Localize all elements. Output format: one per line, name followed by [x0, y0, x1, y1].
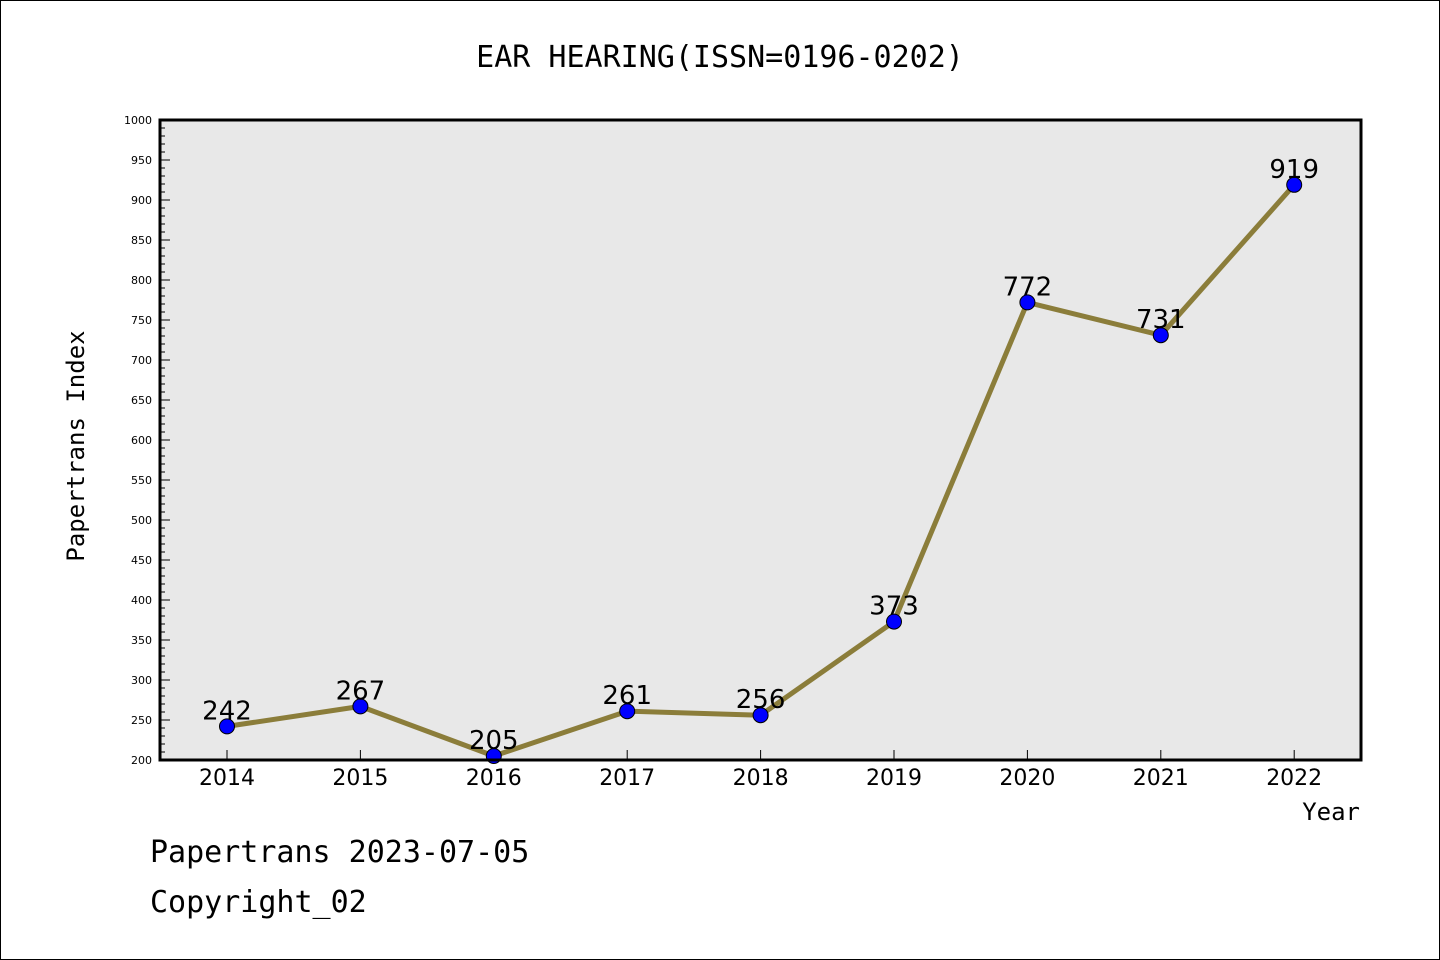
y-tick-label: 750 [131, 314, 152, 327]
x-tick-label: 2021 [1133, 766, 1189, 791]
data-label: 919 [1269, 155, 1319, 185]
y-tick-label: 800 [131, 274, 152, 287]
data-point [1019, 294, 1036, 311]
data-labels: 242 267 205 261 256 373 772 731 919 [202, 155, 1319, 756]
y-tick-label: 850 [131, 234, 152, 247]
y-tick-label: 900 [131, 194, 152, 207]
chart-title: EAR HEARING(ISSN=0196-0202) [476, 40, 964, 75]
y-tick-label: 550 [131, 474, 152, 487]
y-tick-label: 250 [131, 714, 152, 727]
y-tick-label: 300 [131, 674, 152, 687]
data-point [752, 707, 769, 724]
data-label: 267 [336, 676, 386, 706]
data-label: 373 [869, 592, 919, 622]
plot-border [158, 118, 1363, 762]
x-tick-label: 2015 [332, 766, 388, 791]
y-tick-label: 500 [131, 514, 152, 527]
y-tick-label: 200 [131, 754, 152, 767]
data-label: 205 [469, 726, 519, 756]
y-tick-label: 350 [131, 634, 152, 647]
data-point [1286, 176, 1303, 193]
data-point [886, 613, 902, 630]
footer-copyright: Copyright_02 [150, 885, 367, 920]
data-label: 242 [202, 696, 252, 726]
x-tick-label: 2018 [733, 766, 789, 791]
data-point [352, 698, 369, 715]
y-tick-label: 950 [131, 154, 152, 167]
data-label: 731 [1136, 305, 1186, 335]
series-markers [219, 176, 1303, 764]
x-tick-label: 2016 [466, 766, 522, 791]
x-tick-label: 2017 [599, 766, 655, 791]
y-axis: 200 250 300 350 400 450 500 550 600 650 700 750 800 8… [124, 114, 170, 767]
data-label: 772 [1003, 272, 1053, 302]
data-label: 256 [736, 685, 786, 715]
x-tick-label: 2022 [1266, 766, 1322, 791]
x-axis: 2014 2015 2016 2017 2018 2019 2020 2021 2022 [199, 750, 1322, 791]
y-tick-label: 700 [131, 354, 152, 367]
y-tick-label: 1000 [124, 114, 152, 127]
y-tick-label: 400 [131, 594, 152, 607]
footer-date: Papertrans 2023-07-05 [150, 835, 530, 870]
y-tick-label: 650 [131, 394, 152, 407]
x-tick-label: 2019 [866, 766, 922, 791]
x-tick-label: 2020 [999, 766, 1055, 791]
x-tick-label: 2014 [199, 766, 255, 791]
data-point [219, 718, 235, 735]
y-axis-label: Papertrans Index [62, 330, 90, 561]
y-tick-label: 450 [131, 554, 152, 567]
y-tick-label: 600 [131, 434, 152, 447]
plot-area [160, 120, 1361, 760]
data-label: 261 [602, 681, 652, 711]
data-point [1152, 327, 1169, 344]
data-point [619, 703, 636, 720]
x-axis-label: Year [1302, 798, 1360, 826]
